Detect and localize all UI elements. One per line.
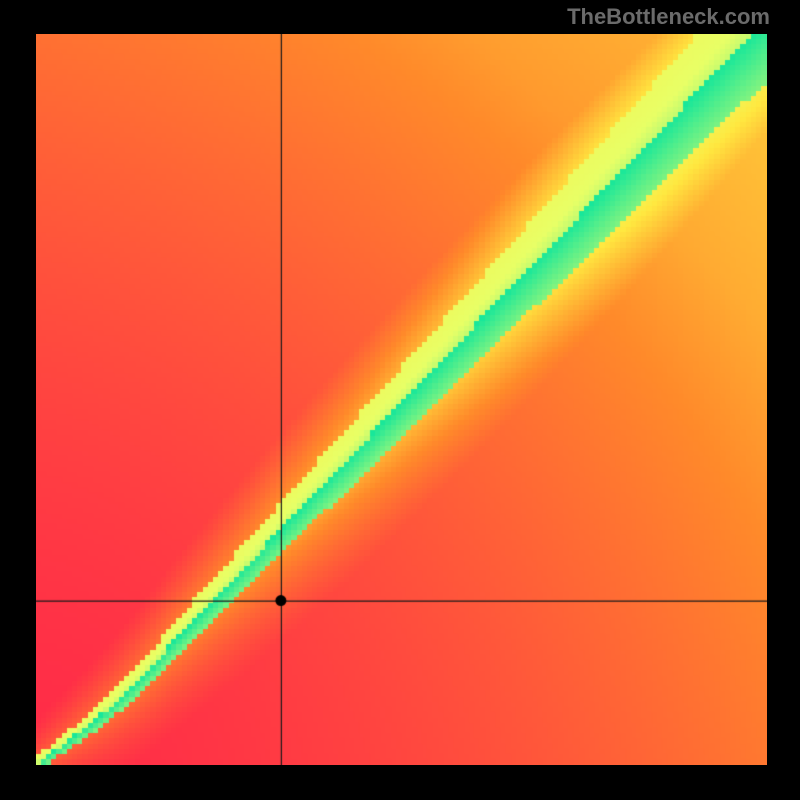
- heatmap-canvas: [36, 34, 767, 765]
- chart-container: TheBottleneck.com: [0, 0, 800, 800]
- attribution-text: TheBottleneck.com: [567, 4, 770, 30]
- heatmap-plot: [36, 34, 767, 765]
